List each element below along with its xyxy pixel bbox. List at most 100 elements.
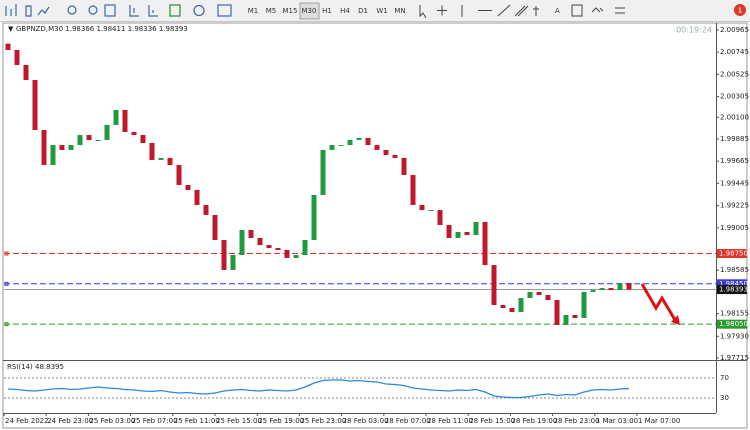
level-tag [717,249,747,259]
timeframe-button[interactable]: M15 [283,7,298,15]
bar-chart-button[interactable] [5,4,17,16]
bear-candle [383,149,389,156]
timeframe-button[interactable]: M5 [266,7,277,15]
bull-candle [293,255,299,258]
bear-candle [167,157,173,166]
x-tick-label: 28 Feb 19:00 [511,417,557,425]
bull-candle [50,145,56,166]
bear-candle [509,308,515,313]
timeframe-button[interactable]: M1 [248,7,259,15]
level-handle [4,322,9,327]
plot: 2.00965 2.00745 2.00525 2.00305 2.00100 1.998… [3,26,749,425]
bull-candle [581,291,587,319]
tile-button[interactable] [104,4,116,17]
bear-candle [374,145,380,150]
y-tick-label: 1.99005 [720,224,749,232]
x-tick-label: 25 Feb 03:00 [89,417,135,425]
x-tick-label: 24 Feb 2022 [5,417,49,425]
bear-candle [212,214,218,240]
notification-count: 1 [738,7,742,15]
menu-button[interactable] [615,7,625,14]
bear-candle [185,184,191,191]
y-tick-label: 2.00965 [720,26,749,34]
shift-button[interactable] [148,5,158,17]
shapes-button[interactable] [591,7,604,13]
bull-candle [104,124,110,140]
line-chart-button[interactable] [37,6,50,16]
timeframe-button[interactable]: D1 [358,7,368,15]
bull-candle [455,232,461,238]
x-tick-label: 28 Feb 03:00 [343,417,389,425]
arrow-stem [640,283,677,321]
timeframe-button[interactable]: H4 [340,7,350,15]
indicators-button[interactable] [169,4,181,17]
notification-badge[interactable] [734,4,746,16]
scroll-button[interactable] [129,5,139,17]
toolbar: M1 M5 M15 M30 H1 H4 D1 W1 MN A 1 [0,0,750,22]
bull-candle [320,149,326,195]
bear-candle [536,291,542,296]
rsi-tick-label: 30 [720,394,729,402]
text-tool[interactable]: A [555,7,560,15]
bear-candle [5,43,11,50]
bear-candle [221,239,227,270]
bear-candle [122,110,128,133]
timeframe-button[interactable]: W1 [376,7,387,15]
crosshair-button[interactable] [437,5,447,16]
y-tick-label: 2.00525 [720,70,749,78]
zoom-out-button[interactable] [88,5,98,15]
bear-candle [194,190,200,205]
candle-button[interactable] [25,5,32,17]
rsi-tick-label: 70 [720,374,729,382]
fibo-button[interactable] [533,6,539,16]
y-tick-label: 1.99445 [720,179,749,187]
level-tag [717,319,747,329]
timeframe-button[interactable]: MN [394,7,405,15]
quote-open: 1.98366 [65,25,94,33]
bear-candle [140,135,146,144]
bull-candle [338,145,344,147]
timeframe-button[interactable]: H1 [322,7,332,15]
rsi-header: RSI(14) 48.8395 [7,363,64,371]
y-tick-label: 2.00745 [720,48,749,56]
x-tick-label: 25 Feb 15:00 [216,417,262,425]
rsi-current: 48.8395 [35,363,64,371]
bear-candle [266,245,272,248]
label-button[interactable] [571,4,583,17]
x-tick-label: 1 Mar 03:00 [596,417,638,425]
y-tick-label: 1.99665 [720,157,749,165]
bear-candle [419,204,425,211]
bear-candle [59,145,65,150]
bear-candle [500,304,506,309]
trendline-button[interactable] [497,4,511,17]
toolbar-background [0,0,750,22]
bear-candle [572,314,578,319]
bear-candle [410,175,416,205]
zoom-in-button[interactable] [67,5,77,15]
bear-candle [482,222,488,266]
bear-candle [131,132,137,136]
timeframe-button[interactable]: M30 [302,7,317,15]
periods-button[interactable] [193,4,205,17]
cursor-button[interactable] [419,5,427,19]
active-timeframe-frame [299,2,320,20]
level-label: 1.98750 [719,250,748,258]
y-tick-label: 1.97930 [720,332,749,340]
bull-candle [77,135,83,146]
bear-candle [32,80,38,130]
current-price-tag [717,285,747,295]
channel-button[interactable] [514,5,529,17]
x-tick-label: 28 Feb 07:00 [385,417,431,425]
y-tick-label: 1.99225 [720,202,749,210]
templates-button[interactable] [217,4,232,17]
level-label: 1.98050 [719,320,748,328]
bear-candle [86,135,92,140]
bear-candle [491,265,497,305]
level-tag [717,279,747,289]
quote-close: 1.98393 [159,25,188,33]
bear-candle [176,165,182,185]
bull-candle [68,145,74,150]
bull-candle [239,230,245,256]
bull-candle [599,288,605,291]
level-handle [4,281,9,286]
